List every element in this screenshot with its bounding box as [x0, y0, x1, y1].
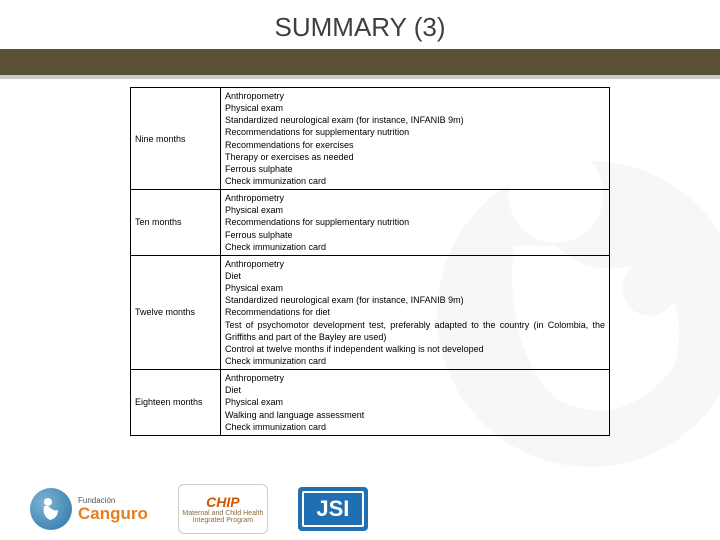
- row-line: Recommendations for supplementary nutrit…: [225, 216, 605, 228]
- canguro-big: Canguro: [78, 505, 148, 522]
- row-line: Check immunization card: [225, 355, 605, 367]
- header-bar: [0, 49, 720, 79]
- chip-title: CHIP: [206, 494, 239, 510]
- row-content: AnthropometryPhysical examRecommendation…: [221, 190, 610, 256]
- row-line: Ferrous sulphate: [225, 163, 605, 175]
- row-content: AnthropometryDietPhysical examWalking an…: [221, 370, 610, 436]
- footer: Fundación Canguro CHIP Maternal and Chil…: [0, 484, 720, 534]
- canguro-icon: [30, 488, 72, 530]
- row-line: Diet: [225, 270, 605, 282]
- row-content: AnthropometryDietPhysical examStandardiz…: [221, 255, 610, 369]
- table-row: Twelve monthsAnthropometryDietPhysical e…: [131, 255, 610, 369]
- row-line: Physical exam: [225, 282, 605, 294]
- row-line: Physical exam: [225, 396, 605, 408]
- row-label: Ten months: [131, 190, 221, 256]
- row-line: Diet: [225, 384, 605, 396]
- table-row: Nine monthsAnthropometryPhysical examSta…: [131, 88, 610, 190]
- row-line: Recommendations for diet: [225, 306, 605, 318]
- row-line: Check immunization card: [225, 421, 605, 433]
- row-line: Control at twelve months if independent …: [225, 343, 605, 355]
- canguro-logo: Fundación Canguro: [30, 488, 148, 530]
- content-area: Nine monthsAnthropometryPhysical examSta…: [0, 79, 720, 436]
- jsi-text: JSI: [316, 496, 349, 522]
- row-content: AnthropometryPhysical examStandardized n…: [221, 88, 610, 190]
- jsi-logo: JSI: [298, 487, 368, 531]
- row-line: Anthropometry: [225, 192, 605, 204]
- table-row: Ten monthsAnthropometryPhysical examReco…: [131, 190, 610, 256]
- row-line: Check immunization card: [225, 175, 605, 187]
- row-line: Check immunization card: [225, 241, 605, 253]
- row-line: Anthropometry: [225, 258, 605, 270]
- row-line: Anthropometry: [225, 90, 605, 102]
- row-line: Standardized neurological exam (for inst…: [225, 294, 605, 306]
- row-line: Test of psychomotor development test, pr…: [225, 319, 605, 343]
- summary-table: Nine monthsAnthropometryPhysical examSta…: [130, 87, 610, 436]
- page-title: SUMMARY (3): [0, 0, 720, 49]
- row-line: Walking and language assessment: [225, 409, 605, 421]
- chip-logo: CHIP Maternal and Child Health Integrate…: [178, 484, 268, 534]
- table-row: Eighteen monthsAnthropometryDietPhysical…: [131, 370, 610, 436]
- row-line: Physical exam: [225, 204, 605, 216]
- row-label: Nine months: [131, 88, 221, 190]
- row-label: Eighteen months: [131, 370, 221, 436]
- row-line: Standardized neurological exam (for inst…: [225, 114, 605, 126]
- chip-sub1: Maternal and Child Health: [182, 510, 263, 517]
- row-line: Therapy or exercises as needed: [225, 151, 605, 163]
- row-line: Recommendations for supplementary nutrit…: [225, 126, 605, 138]
- row-line: Recommendations for exercises: [225, 139, 605, 151]
- row-label: Twelve months: [131, 255, 221, 369]
- chip-sub2: Integrated Program: [193, 517, 253, 524]
- row-line: Ferrous sulphate: [225, 229, 605, 241]
- row-line: Physical exam: [225, 102, 605, 114]
- row-line: Anthropometry: [225, 372, 605, 384]
